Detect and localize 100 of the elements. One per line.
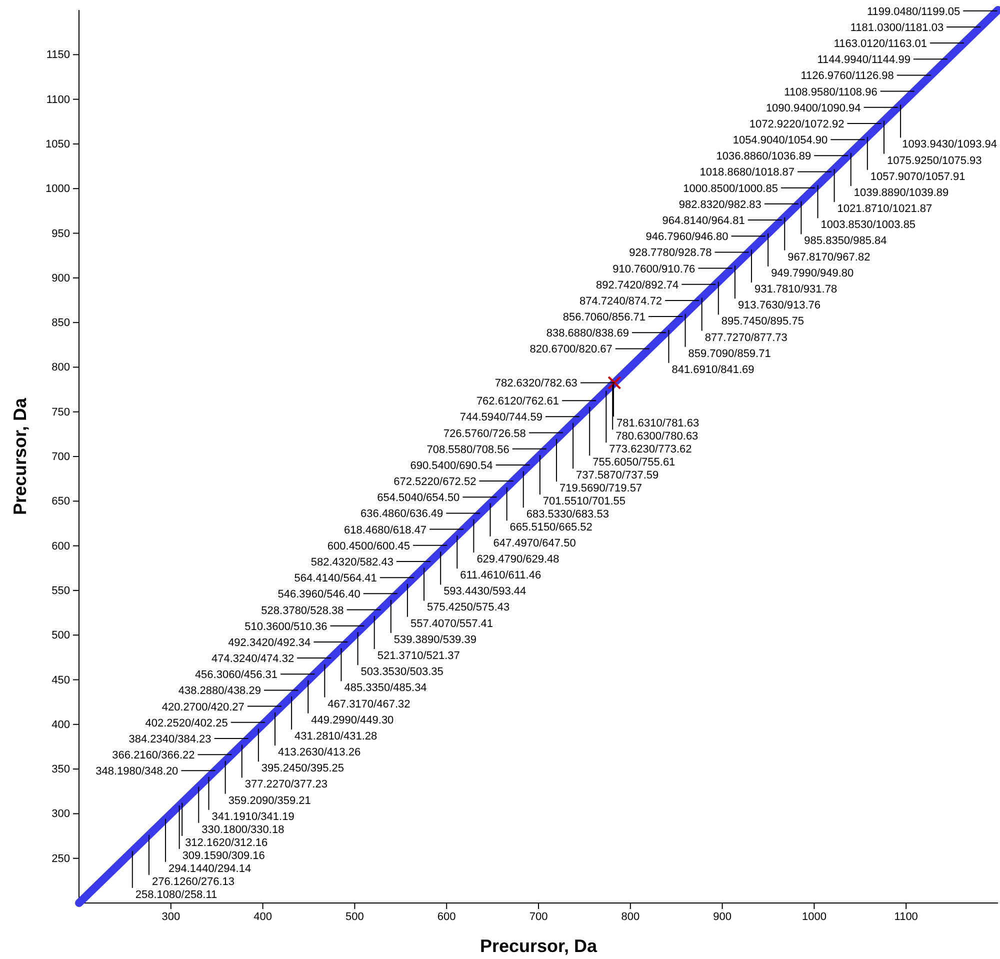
annotation: 1144.9940/1144.99 — [817, 54, 910, 66]
annotation: 719.5690/719.57 — [559, 482, 642, 495]
annotation: 877.7270/877.73 — [704, 332, 788, 344]
annotation: 611.4610/611.46 — [460, 570, 542, 582]
y-tick-label: 950 — [52, 228, 70, 240]
annotation: 946.7960/946.80 — [646, 231, 728, 244]
y-tick-label: 400 — [52, 718, 70, 731]
annotation: 348.1980/348.20 — [96, 766, 178, 778]
annotation: 665.5150/665.52 — [510, 522, 592, 534]
annotation: 820.6700/820.67 — [530, 344, 612, 356]
annotation: 755.6050/755.61 — [592, 456, 676, 469]
y-tick-label: 900 — [52, 272, 70, 284]
annotation: 474.3240/474.32 — [212, 653, 294, 666]
annotation: 781.6310/781.63 — [616, 418, 700, 430]
annotation: 1039.8890/1039.89 — [854, 186, 949, 199]
x-tick-label: 1000 — [802, 910, 826, 923]
annotation: 485.3350/485.34 — [344, 682, 427, 694]
annotation: 910.7600/910.76 — [612, 263, 696, 276]
y-tick-label: 1150 — [46, 49, 70, 62]
annotation: 456.3060/456.31 — [194, 669, 278, 682]
annotation: 1018.8680/1018.87 — [700, 166, 795, 179]
annotation: 683.5330/683.53 — [526, 508, 609, 521]
annotation: 744.5940/744.59 — [460, 412, 542, 424]
x-tick-label: 1100 — [894, 910, 918, 923]
annotation: 1093.9430/1093.94 — [902, 138, 997, 151]
annotation: 510.3600/510.36 — [244, 620, 328, 633]
annotation: 618.4680/618.47 — [344, 524, 427, 536]
annotation: 859.7090/859.71 — [688, 348, 771, 360]
annotation: 762.6120/762.61 — [476, 396, 560, 408]
y-tick-label: 550 — [52, 584, 70, 597]
y-tick-label: 500 — [52, 630, 70, 642]
annotation: 967.8170/967.82 — [788, 251, 870, 264]
annotation: 1108.9580/1108.96 — [784, 86, 878, 98]
annotation: 782.6320/782.63 — [494, 378, 578, 390]
annotation: 539.3890/539.39 — [394, 634, 476, 646]
annotation: 546.3960/546.40 — [278, 588, 360, 601]
y-tick-label: 250 — [52, 852, 70, 865]
annotation: 1199.0480/1199.05 — [866, 6, 960, 18]
annotation: 312.1620/312.16 — [185, 836, 268, 849]
annotation: 985.8350/985.84 — [804, 235, 887, 248]
x-tick-label: 400 — [254, 910, 272, 923]
annotation: 377.2270/377.23 — [244, 778, 328, 791]
annotation: 874.7240/874.72 — [579, 295, 662, 308]
annotation: 629.4790/629.48 — [476, 553, 560, 566]
annotation: 384.2340/384.23 — [128, 733, 212, 746]
annotation: 931.7810/931.78 — [754, 284, 838, 296]
x-tick-label: 500 — [346, 910, 364, 923]
annotation: 647.4970/647.50 — [493, 537, 576, 550]
annotation: 341.1910/341.19 — [212, 810, 294, 823]
annotation: 1003.8530/1003.85 — [820, 219, 916, 232]
annotation: 726.5760/726.58 — [443, 428, 526, 440]
annotation: 856.7060/856.71 — [562, 312, 646, 324]
y-tick-label: 750 — [52, 406, 70, 418]
annotation: 330.1800/330.18 — [202, 824, 284, 836]
annotation: 913.7630/913.76 — [738, 300, 821, 312]
annotation: 294.1440/294.14 — [168, 862, 252, 875]
annotation: 467.3170/467.32 — [328, 698, 410, 710]
annotation: 1021.8710/1021.87 — [837, 203, 932, 216]
annotation: 1075.9250/1075.93 — [886, 154, 982, 167]
y-tick-label: 1000 — [46, 183, 70, 196]
annotation: 449.2990/449.30 — [311, 714, 394, 726]
annotation: 737.5870/737.59 — [576, 470, 659, 482]
y-tick-label: 1100 — [46, 94, 70, 106]
annotation: 1181.0300/1181.03 — [850, 22, 944, 34]
annotation: 690.5400/690.54 — [410, 460, 493, 472]
annotation: 708.5580/708.56 — [426, 444, 510, 456]
annotation: 892.7420/892.74 — [596, 279, 679, 292]
annotation: 773.6230/773.62 — [609, 444, 692, 456]
annotation: 1072.9220/1072.92 — [749, 118, 844, 130]
annotation: 949.7990/949.80 — [771, 267, 854, 280]
x-tick-label: 800 — [621, 910, 640, 923]
annotation: 366.2160/366.22 — [112, 750, 195, 762]
annotation: 1036.8860/1036.89 — [716, 150, 812, 163]
annotation: 600.4500/600.45 — [327, 540, 410, 552]
annotation: 431.2810/431.28 — [294, 730, 378, 742]
annotation: 413.2630/413.26 — [278, 746, 361, 759]
annotation: 492.3420/492.34 — [228, 636, 311, 649]
y-tick-label: 350 — [52, 764, 70, 776]
x-tick-label: 300 — [162, 910, 180, 923]
annotation: 1057.9070/1057.91 — [870, 170, 966, 183]
annotation: 1090.9400/1090.94 — [766, 102, 861, 114]
annotation: 1054.9040/1054.90 — [732, 134, 828, 147]
annotation: 575.4250/575.43 — [427, 602, 510, 614]
annotation: 438.2880/438.29 — [178, 685, 261, 698]
annotation: 395.2450/395.25 — [261, 762, 344, 775]
y-tick-label: 600 — [52, 540, 70, 552]
y-axis-title: Precursor, Da — [10, 396, 30, 516]
annotation: 1000.8500/1000.85 — [683, 182, 778, 195]
annotation: 521.3710/521.37 — [377, 650, 460, 662]
x-tick-label: 600 — [437, 910, 456, 923]
y-tick-label: 650 — [52, 496, 70, 508]
annotation: 309.1590/309.16 — [182, 850, 265, 862]
annotation: 528.3780/528.38 — [261, 604, 344, 617]
annotation: 780.6300/780.63 — [616, 430, 698, 443]
annotation: 928.7780/928.78 — [629, 247, 712, 260]
annotation: 593.4430/593.44 — [444, 586, 526, 598]
annotation: 654.5040/654.50 — [377, 492, 460, 504]
x-axis-title: Precursor, Da — [480, 936, 598, 956]
annotation: 557.4070/557.41 — [410, 618, 494, 630]
y-tick-label: 800 — [52, 362, 70, 374]
